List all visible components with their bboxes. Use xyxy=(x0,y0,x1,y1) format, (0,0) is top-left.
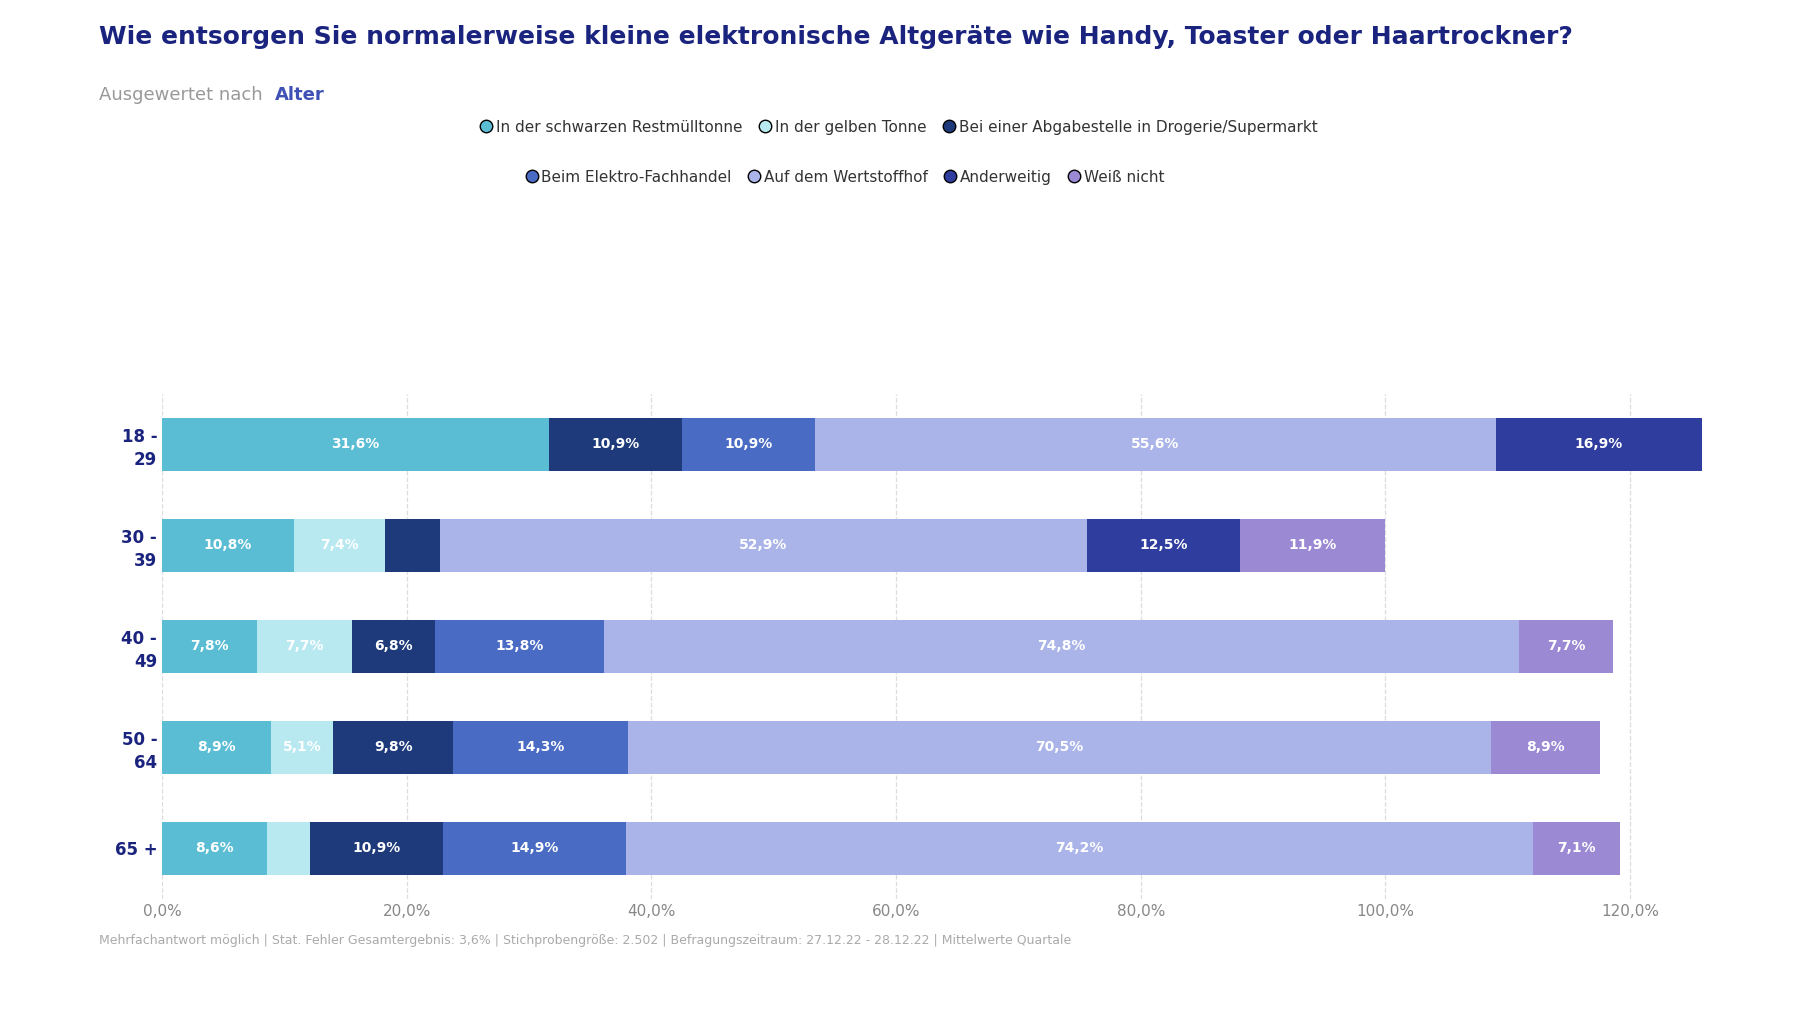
Text: 55,6%: 55,6% xyxy=(1130,437,1179,451)
Bar xyxy=(293,519,385,572)
Text: 9,8%: 9,8% xyxy=(374,740,412,754)
Bar xyxy=(310,822,443,875)
Text: 10,9%: 10,9% xyxy=(590,437,639,451)
Text: 13,8%: 13,8% xyxy=(495,639,544,653)
Bar xyxy=(682,418,815,471)
Bar xyxy=(257,620,351,673)
Bar xyxy=(162,519,293,572)
Text: 74,2%: 74,2% xyxy=(1055,841,1103,855)
Bar xyxy=(1490,721,1600,774)
Bar xyxy=(1087,519,1240,572)
Text: 7,4%: 7,4% xyxy=(320,538,358,552)
Bar xyxy=(162,822,266,875)
Text: 7,7%: 7,7% xyxy=(284,639,324,653)
Text: Ausgewertet nach: Ausgewertet nach xyxy=(99,86,268,104)
Text: 10,9%: 10,9% xyxy=(353,841,401,855)
Bar xyxy=(439,519,1087,572)
Text: 7,7%: 7,7% xyxy=(1546,639,1586,653)
Bar xyxy=(549,418,682,471)
Text: 14,9%: 14,9% xyxy=(511,841,558,855)
Text: Wie entsorgen Sie normalerweise kleine elektronische Altgeräte wie Handy, Toaste: Wie entsorgen Sie normalerweise kleine e… xyxy=(99,25,1573,49)
Bar xyxy=(385,519,439,572)
Text: 8,9%: 8,9% xyxy=(198,740,236,754)
Bar xyxy=(626,822,1534,875)
Text: 11,9%: 11,9% xyxy=(1289,538,1337,552)
Text: 7,1%: 7,1% xyxy=(1557,841,1597,855)
Text: 8,9%: 8,9% xyxy=(1526,740,1564,754)
Bar xyxy=(443,822,626,875)
Bar xyxy=(351,620,436,673)
Text: Alter: Alter xyxy=(275,86,326,104)
Text: 5,1%: 5,1% xyxy=(283,740,322,754)
Bar xyxy=(270,721,333,774)
Text: 16,9%: 16,9% xyxy=(1575,437,1624,451)
Text: 52,9%: 52,9% xyxy=(740,538,788,552)
Bar xyxy=(436,620,603,673)
Text: 7,8%: 7,8% xyxy=(191,639,229,653)
Bar xyxy=(1519,620,1613,673)
Bar xyxy=(162,418,549,471)
Bar xyxy=(333,721,454,774)
Bar xyxy=(162,620,257,673)
Bar xyxy=(628,721,1490,774)
Text: 10,9%: 10,9% xyxy=(725,437,772,451)
Text: 14,3%: 14,3% xyxy=(517,740,565,754)
Text: 6,8%: 6,8% xyxy=(374,639,412,653)
Bar xyxy=(266,822,310,875)
Bar xyxy=(1534,822,1620,875)
Text: 31,6%: 31,6% xyxy=(331,437,380,451)
Bar xyxy=(454,721,628,774)
Bar xyxy=(815,418,1496,471)
Bar xyxy=(1240,519,1386,572)
Bar xyxy=(1496,418,1703,471)
Text: 74,8%: 74,8% xyxy=(1037,639,1085,653)
Text: 8,6%: 8,6% xyxy=(194,841,234,855)
Bar xyxy=(162,721,270,774)
Text: 12,5%: 12,5% xyxy=(1139,538,1188,552)
Bar xyxy=(603,620,1519,673)
Text: 70,5%: 70,5% xyxy=(1035,740,1084,754)
Text: 10,8%: 10,8% xyxy=(203,538,252,552)
Text: Mehrfachantwort möglich | Stat. Fehler Gesamtergebnis: 3,6% | Stichprobengröße: : Mehrfachantwort möglich | Stat. Fehler G… xyxy=(99,934,1071,947)
Legend: Beim Elektro-Fachhandel, Auf dem Wertstoffhof, Anderweitig, Weiß nicht: Beim Elektro-Fachhandel, Auf dem Wertsto… xyxy=(522,165,1170,192)
